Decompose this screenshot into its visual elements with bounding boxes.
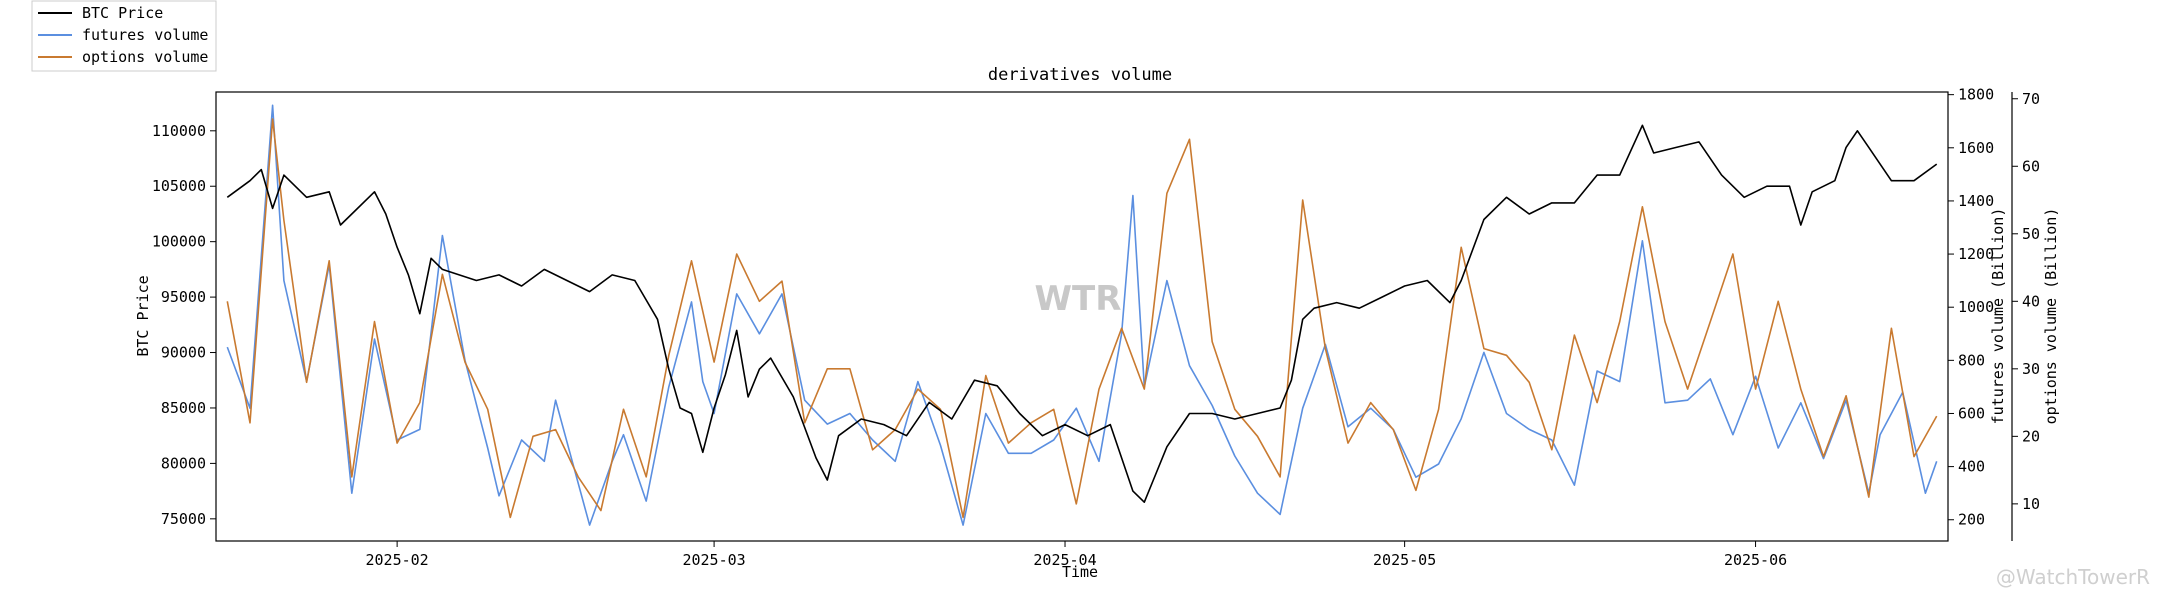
x-tick-label: 2025-04	[1033, 551, 1096, 569]
options-volume-tick-label: 30	[2022, 360, 2040, 378]
futures-volume-tick-label: 1000	[1958, 298, 1994, 316]
futures-volume-line	[226, 104, 1938, 526]
x-tick-label: 2025-05	[1373, 551, 1436, 569]
futures-volume-tick-label: 400	[1958, 458, 1985, 476]
btc-price-series	[226, 124, 1938, 503]
futures-volume-series	[226, 104, 1938, 526]
futures-volume-tick-label: 1400	[1958, 192, 1994, 210]
x-axis-label: Time	[1062, 563, 1098, 581]
futures-volume-tick-label: 1200	[1958, 245, 1994, 263]
btc-price-tick-label: 100000	[152, 233, 206, 251]
options-volume-tick-label: 50	[2022, 225, 2040, 243]
options-volume-series	[226, 118, 1938, 519]
options-volume-tick-label: 20	[2022, 427, 2040, 445]
futures-volume-tick-label: 200	[1958, 511, 1985, 529]
btc-price-tick-label: 105000	[152, 177, 206, 195]
legend-label-futures-volume: futures volume	[82, 26, 208, 44]
legend-label-btc-price: BTC Price	[82, 4, 163, 22]
chart-title: derivatives volume	[988, 65, 1172, 85]
x-tick-label: 2025-03	[682, 551, 745, 569]
plot-area-frame	[215, 91, 1949, 542]
options-volume-tick-label: 60	[2022, 157, 2040, 175]
btc-price-tick-label: 110000	[152, 122, 206, 140]
btc-price-tick-label: 85000	[161, 399, 206, 417]
options-volume-tick-label: 70	[2022, 90, 2040, 108]
btc-price-tick-label: 80000	[161, 454, 206, 472]
legend: BTC Price futures volume options volume	[31, 0, 217, 72]
center-watermark: WTR	[1035, 279, 1122, 319]
x-axis-ticks: 2025-02 2025-03 2025-04 2025-05 2025-06	[366, 541, 1787, 569]
options-volume-line	[226, 118, 1938, 519]
options-volume-tick-label: 40	[2022, 292, 2040, 310]
btc-price-line	[226, 124, 1938, 503]
x-tick-label: 2025-02	[366, 551, 429, 569]
options-volume-axis-ticks: 10 20 30 40 50 60 70	[2012, 90, 2040, 513]
btc-price-tick-label: 75000	[161, 510, 206, 528]
futures-volume-axis-ticks: 200 400 600 800 1000 1200 1400 1600 1800	[1948, 86, 1994, 529]
legend-label-options-volume: options volume	[82, 48, 208, 66]
options-volume-axis-label: options volume (Billion)	[2042, 208, 2060, 425]
futures-volume-tick-label: 1800	[1958, 86, 1994, 104]
futures-volume-tick-label: 600	[1958, 404, 1985, 422]
futures-volume-tick-label: 800	[1958, 351, 1985, 369]
futures-volume-tick-label: 1600	[1958, 139, 1994, 157]
btc-price-tick-label: 90000	[161, 344, 206, 362]
x-tick-label: 2025-06	[1724, 551, 1787, 569]
btc-price-tick-label: 95000	[161, 288, 206, 306]
futures-volume-axis-label: futures volume (Billion)	[1989, 208, 2007, 425]
btc-price-axis-label: BTC Price	[134, 275, 152, 356]
corner-watermark: @WatchTowerR	[1996, 565, 2150, 589]
btc-price-axis-ticks: 75000 80000 85000 90000 95000 100000 105000 110…	[152, 122, 216, 528]
options-volume-tick-label: 10	[2022, 495, 2040, 513]
